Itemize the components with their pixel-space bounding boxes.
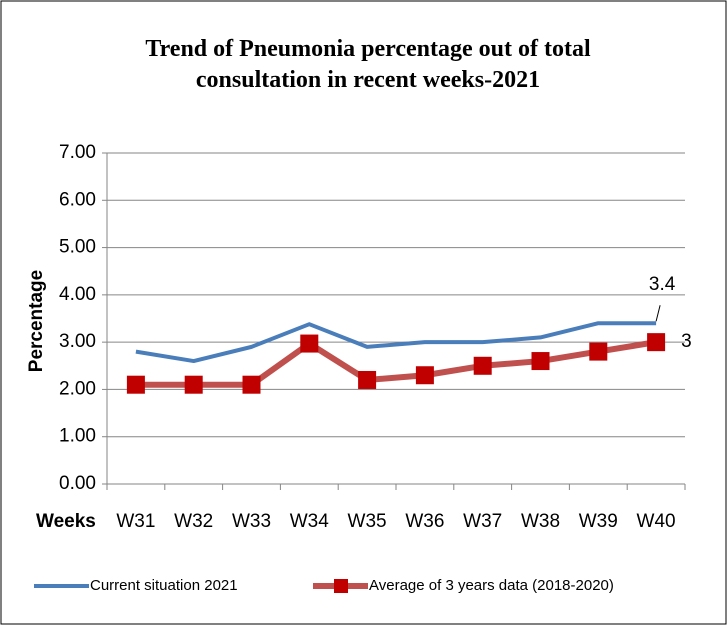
y-tick-label: 4.00	[59, 284, 96, 305]
legend-label: Current situation 2021	[90, 577, 238, 594]
y-axis-label: Percentage	[26, 270, 47, 372]
y-tick-label: 2.00	[59, 378, 96, 399]
point-marker	[126, 375, 145, 394]
point-marker	[589, 342, 608, 361]
point-marker	[647, 333, 666, 352]
point-marker	[242, 375, 261, 394]
x-tick-label: W31	[116, 511, 155, 532]
data-label: 3.4	[649, 274, 676, 295]
x-tick-label: W32	[174, 511, 213, 532]
point-marker	[300, 334, 319, 353]
series-line	[135, 339, 657, 388]
x-tick-label: W34	[290, 511, 330, 532]
x-tick-label: W39	[579, 511, 618, 532]
label-leader	[655, 305, 661, 322]
series-line	[135, 321, 657, 364]
y-tick-label: 3.00	[59, 331, 96, 352]
x-tick-label: W33	[232, 511, 271, 532]
y-tick-label: 6.00	[59, 189, 96, 210]
data-label: 3	[681, 331, 692, 352]
point-marker	[184, 375, 203, 394]
chart-title: Trend of Pneumonia percentage out of tot…	[145, 36, 591, 93]
x-tick-label: W40	[637, 511, 676, 532]
x-tick-label: W35	[348, 511, 387, 532]
legend-label: Average of 3 years data (2018-2020)	[369, 577, 614, 594]
y-tick-label: 5.00	[59, 237, 96, 258]
x-tick-label: W36	[405, 511, 444, 532]
point-marker	[415, 366, 434, 385]
point-marker	[473, 356, 492, 375]
y-tick-label: 7.00	[59, 142, 96, 163]
point-marker	[358, 370, 377, 389]
legend-marker	[334, 579, 348, 593]
point-marker	[531, 352, 550, 371]
x-tick-label: W38	[521, 511, 560, 532]
y-tick-label: 1.00	[59, 426, 96, 447]
x-axis-label: Weeks	[36, 511, 96, 532]
y-tick-label: 0.00	[59, 473, 96, 494]
x-tick-label: W37	[463, 511, 502, 532]
